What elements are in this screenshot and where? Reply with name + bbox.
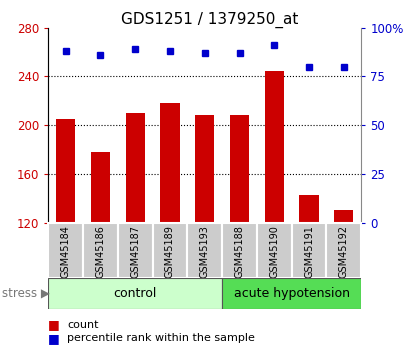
Bar [152,223,187,278]
Text: GSM45184: GSM45184 [60,225,71,278]
Bar [187,223,222,278]
Text: percentile rank within the sample: percentile rank within the sample [67,333,255,343]
Text: stress ▶: stress ▶ [2,287,50,300]
Text: GDS1251 / 1379250_at: GDS1251 / 1379250_at [121,12,299,28]
Text: GSM45191: GSM45191 [304,225,314,278]
Bar [257,223,291,278]
Text: acute hypotension: acute hypotension [234,287,350,300]
Bar [299,195,319,223]
Text: GSM45190: GSM45190 [269,225,279,278]
Bar [334,210,353,223]
Text: GSM45189: GSM45189 [165,225,175,278]
Bar [48,278,222,309]
Bar [265,71,284,223]
Text: GSM45187: GSM45187 [130,225,140,278]
Bar [83,223,118,278]
Text: ■: ■ [48,332,60,345]
Text: GSM45188: GSM45188 [234,225,244,278]
Bar [91,152,110,223]
Bar [230,115,249,223]
Bar [291,223,326,278]
Text: GSM45186: GSM45186 [95,225,105,278]
Bar [56,119,75,223]
Text: count: count [67,320,99,330]
Text: control: control [113,287,157,300]
Bar [222,223,257,278]
Text: GSM45193: GSM45193 [200,225,210,278]
Bar [126,113,145,223]
Bar [160,103,179,223]
Text: ■: ■ [48,318,60,332]
Bar [222,278,361,309]
Bar [326,223,361,278]
Bar [118,223,152,278]
Bar [48,223,83,278]
Text: GSM45192: GSM45192 [339,225,349,278]
Bar [195,115,214,223]
